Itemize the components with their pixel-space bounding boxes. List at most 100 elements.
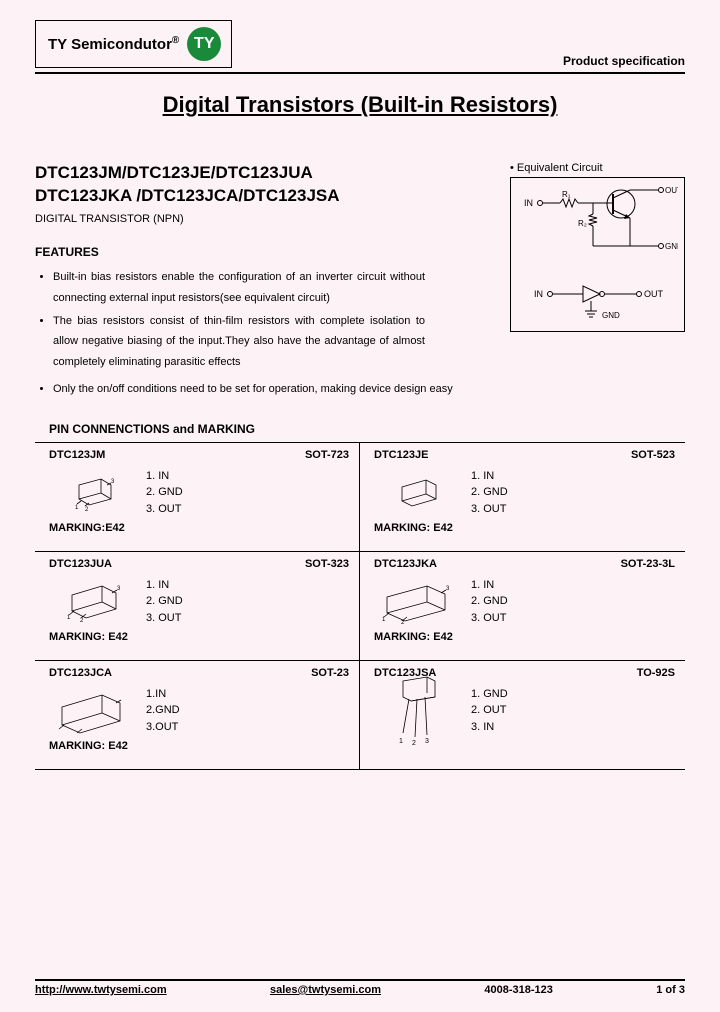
svg-text:R₂: R₂ <box>578 219 587 228</box>
svg-text:OUT: OUT <box>665 186 678 195</box>
part-row: DTC123JM/DTC123JE/DTC123JUA DTC123JKA /D… <box>35 162 685 375</box>
footer-page: 1 of 3 <box>656 984 685 996</box>
marking-label: MARKING: E42 <box>374 522 675 534</box>
svg-text:1: 1 <box>399 738 403 745</box>
footer: http://www.twtysemi.com sales@twtysemi.c… <box>35 979 685 996</box>
pin-cell: DTC123JCA SOT-23 1.IN 2.GND 3.OUT MARK <box>35 661 360 769</box>
marking-label: MARKING: E42 <box>49 740 349 752</box>
feature-item: The bias resistors consist of thin-film … <box>53 311 425 374</box>
svg-text:R₁: R₁ <box>562 190 571 199</box>
features-heading: FEATURES <box>35 245 425 259</box>
pin-list: 1. GND 2. OUT 3. IN <box>471 686 508 736</box>
header: TY Semicondutor® TY Product specificatio… <box>35 20 685 74</box>
svg-text:1: 1 <box>382 617 386 623</box>
circuit-diagram-2-icon: IN OUT GND <box>518 281 678 326</box>
company-name: TY Semicondutor® <box>48 35 179 53</box>
pin-item: 1. GND <box>471 686 508 703</box>
svg-text:1: 1 <box>75 505 79 511</box>
part-subtitle: DIGITAL TRANSISTOR (NPN) <box>35 212 425 227</box>
pin-list: 1.IN 2.GND 3.OUT <box>146 686 180 736</box>
svg-text:3: 3 <box>446 586 450 592</box>
svg-text:IN: IN <box>524 198 533 208</box>
pin-item: 3. IN <box>471 719 508 736</box>
pin-row: DTC123JM SOT-723 12 3 1. IN 2. GND 3. OUT <box>35 443 685 552</box>
features-list-continued: Only the on/off conditions need to be se… <box>35 379 685 400</box>
equiv-circuit-icon: IN R₁ R₂ GND OUT <box>510 177 685 332</box>
pin-item: 2. GND <box>146 484 183 501</box>
cell-part: DTC123JUA <box>49 558 112 570</box>
pin-item: 3.OUT <box>146 719 180 736</box>
svg-text:1: 1 <box>67 615 71 621</box>
equiv-circuit-block: • Equivalent Circuit IN R₁ R₂ GND <box>510 162 685 332</box>
svg-text:3: 3 <box>425 738 429 745</box>
cell-part: DTC123JCA <box>49 667 112 679</box>
package-sot-icon <box>49 683 134 738</box>
package-sot-icon: 123 <box>374 574 459 629</box>
marking-label: MARKING:E42 <box>49 522 349 534</box>
svg-text:3: 3 <box>111 479 115 485</box>
feature-item: Only the on/off conditions need to be se… <box>53 379 685 400</box>
cell-part: DTC123JKA <box>374 558 437 570</box>
pin-grid: DTC123JM SOT-723 123 1. IN 2. GND 3. OUT <box>35 442 685 770</box>
part-line-1: DTC123JM/DTC123JE/DTC123JUA <box>35 162 425 185</box>
pin-item: 1. IN <box>146 468 183 485</box>
page-title: Digital Transistors (Built-in Resistors) <box>35 92 685 118</box>
part-numbers: DTC123JM/DTC123JE/DTC123JUA DTC123JKA /D… <box>35 162 425 227</box>
pin-cell: DTC123JUA SOT-323 1 2 3 1. IN 2. GND 3. OU… <box>35 552 360 660</box>
package-sot-icon <box>374 465 459 520</box>
pin-item: 1. IN <box>471 577 508 594</box>
footer-phone: 4008-318-123 <box>484 984 553 996</box>
pin-item: 1. IN <box>471 468 508 485</box>
pin-row: DTC123JCA SOT-23 1.IN 2.GND 3.OUT MARK <box>35 661 685 769</box>
svg-text:3: 3 <box>117 586 121 592</box>
feature-item: Built-in bias resistors enable the confi… <box>53 267 425 309</box>
pin-list: 1. IN 2. GND 3. OUT <box>146 577 183 627</box>
cell-pkg: SOT-23 <box>311 667 349 679</box>
cell-pkg: SOT-323 <box>305 558 349 570</box>
features-list: Built-in bias resistors enable the confi… <box>35 267 425 373</box>
package-to92-icon: 123 <box>374 683 459 738</box>
pin-item: 3. OUT <box>471 501 508 518</box>
marking-label: MARKING: E42 <box>374 631 675 643</box>
cell-part: DTC123JM <box>49 449 105 461</box>
pin-row: DTC123JUA SOT-323 1 2 3 1. IN 2. GND 3. OU… <box>35 552 685 661</box>
cell-pkg: SOT-723 <box>305 449 349 461</box>
pin-cell: DTC123JM SOT-723 12 3 1. IN 2. GND 3. OUT <box>35 443 360 551</box>
pin-cell: DTC123JKA SOT-23-3L 123 1. IN 2. GND 3. … <box>360 552 685 660</box>
product-spec-label: Product specification <box>563 54 685 68</box>
pin-cell: DTC123JE SOT-523 1. IN 2. GND 3. OUT MAR… <box>360 443 685 551</box>
pin-list: 1. IN 2. GND 3. OUT <box>146 468 183 518</box>
package-sot-icon: 1 2 3 <box>49 574 134 629</box>
svg-text:2: 2 <box>80 618 84 624</box>
svg-text:2: 2 <box>85 507 89 513</box>
pin-item: 2. OUT <box>471 702 508 719</box>
equiv-label: • Equivalent Circuit <box>510 162 685 174</box>
company-text: TY Semicondutor <box>48 36 172 53</box>
svg-text:IN: IN <box>534 289 543 299</box>
pin-cell: DTC123JSA TO-92S 123 1. GND 2. OUT <box>360 661 685 769</box>
logo-circle-icon: TY <box>187 27 221 61</box>
pin-list: 1. IN 2. GND 3. OUT <box>471 577 508 627</box>
package-sot-icon: 12 3 <box>49 465 134 520</box>
pin-item: 2. GND <box>471 484 508 501</box>
pin-item: 3. OUT <box>471 610 508 627</box>
svg-text:OUT: OUT <box>644 289 664 299</box>
marking-label: MARKING: E42 <box>49 631 349 643</box>
svg-text:GND: GND <box>665 242 678 251</box>
svg-text:2: 2 <box>412 740 416 747</box>
footer-url[interactable]: http://www.twtysemi.com <box>35 984 167 996</box>
pin-item: 3. OUT <box>146 501 183 518</box>
pin-heading: PIN CONNENCTIONS and MARKING <box>49 422 685 436</box>
cell-pkg: SOT-23-3L <box>621 558 675 570</box>
pin-item: 2. GND <box>471 593 508 610</box>
part-line-2: DTC123JKA /DTC123JCA/DTC123JSA <box>35 185 425 208</box>
footer-email[interactable]: sales@twtysemi.com <box>270 984 381 996</box>
cell-part: DTC123JE <box>374 449 428 461</box>
cell-pkg: TO-92S <box>637 667 675 679</box>
pin-item: 1.IN <box>146 686 180 703</box>
pin-item: 2. GND <box>146 593 183 610</box>
svg-text:GND: GND <box>602 311 620 320</box>
pin-list: 1. IN 2. GND 3. OUT <box>471 468 508 518</box>
logo-box: TY Semicondutor® TY <box>35 20 232 68</box>
pin-item: 1. IN <box>146 577 183 594</box>
